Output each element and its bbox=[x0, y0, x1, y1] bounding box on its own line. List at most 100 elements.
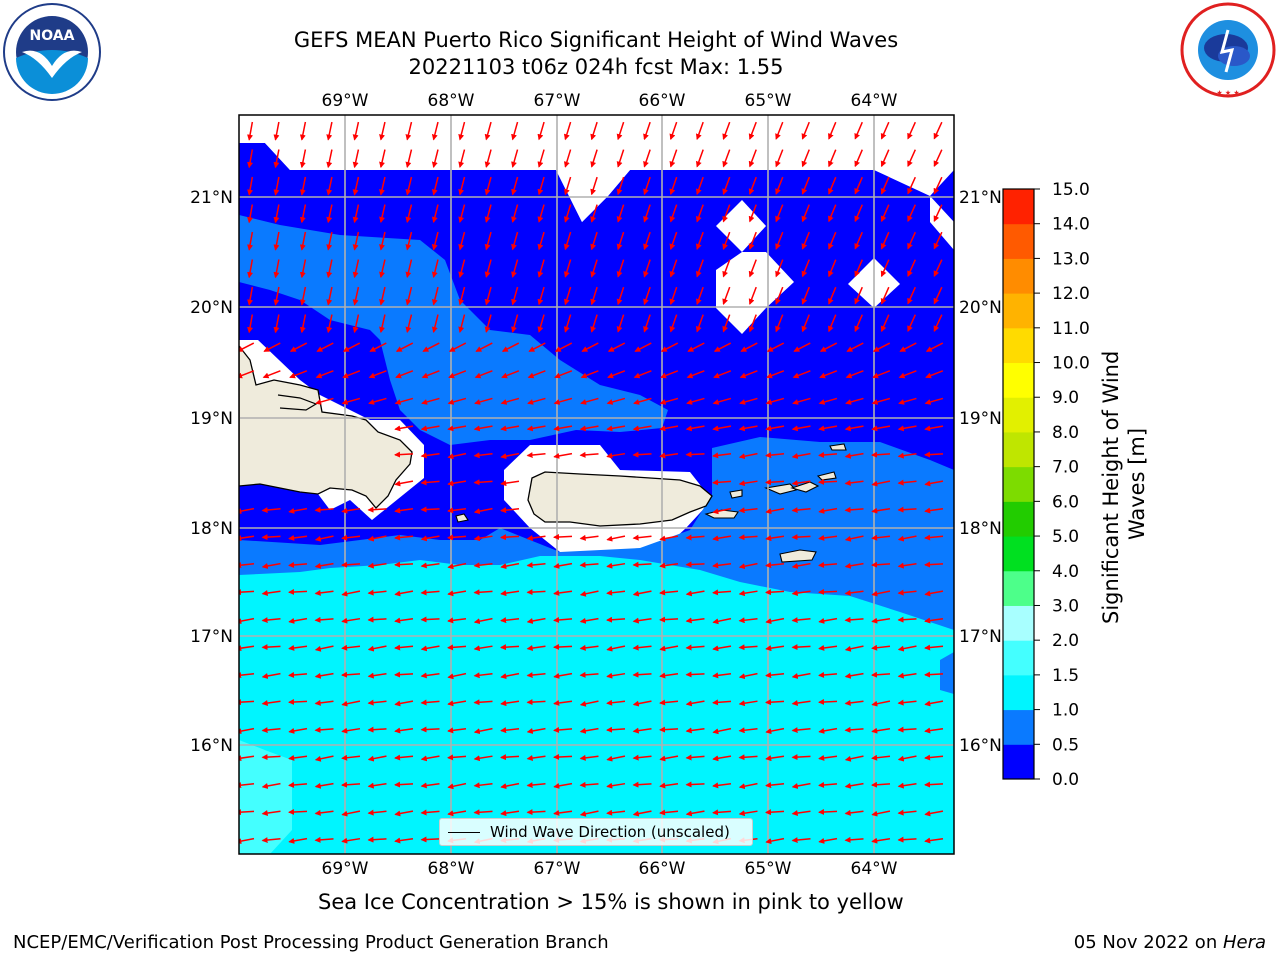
wind-wave-arrow bbox=[247, 121, 254, 141]
map-frame bbox=[238, 114, 955, 855]
wind-wave-arrow bbox=[473, 589, 493, 596]
wind-wave-arrow bbox=[712, 535, 732, 542]
wind-wave-arrow bbox=[261, 754, 281, 761]
wind-wave-arrow bbox=[526, 672, 546, 679]
wind-wave-arrow bbox=[695, 231, 704, 251]
colorbar-tick-label: 13.0 bbox=[1052, 249, 1090, 269]
wind-wave-arrow bbox=[473, 479, 493, 486]
wind-wave-arrow bbox=[484, 149, 492, 168]
wind-wave-arrow bbox=[579, 671, 599, 678]
wind-wave-arrow bbox=[828, 176, 837, 195]
wind-wave-arrow bbox=[925, 370, 944, 379]
wind-wave-arrow bbox=[352, 204, 360, 224]
wind-wave-arrow bbox=[686, 370, 705, 379]
wind-wave-arrow bbox=[528, 342, 546, 352]
wind-wave-arrow bbox=[526, 782, 546, 789]
colorbar-tick-label: 0.0 bbox=[1052, 770, 1079, 790]
wind-wave-arrow bbox=[314, 782, 334, 789]
colorbar-tick-label: 6.0 bbox=[1052, 492, 1079, 512]
wind-wave-arrow bbox=[239, 370, 255, 379]
wind-wave-arrow bbox=[273, 259, 280, 279]
wind-wave-arrow bbox=[791, 727, 811, 734]
wind-wave-arrow bbox=[484, 231, 492, 251]
wind-wave-arrow bbox=[632, 617, 652, 624]
wind-wave-arrow bbox=[880, 314, 890, 333]
wind-wave-arrow bbox=[367, 562, 387, 569]
wind-wave-arrow bbox=[405, 231, 413, 251]
wind-wave-arrow bbox=[579, 425, 599, 432]
wind-wave-arrow bbox=[263, 866, 281, 867]
wind-wave-arrow bbox=[844, 755, 864, 762]
lon-labels-bottom: 69°W 68°W 67°W 66°W 65°W 64°W bbox=[322, 859, 898, 879]
wind-wave-arrow bbox=[738, 480, 758, 487]
wind-wave-arrow bbox=[405, 121, 413, 141]
wind-wave-arrow bbox=[537, 204, 545, 223]
wind-wave-arrow bbox=[288, 507, 308, 514]
colorbar-segment bbox=[1003, 501, 1034, 537]
wind-wave-arrow bbox=[871, 534, 891, 541]
wind-wave-arrow bbox=[379, 286, 386, 306]
wind-wave-arrow bbox=[791, 590, 811, 597]
wind-wave-arrow bbox=[712, 617, 732, 625]
wind-wave-arrow bbox=[687, 342, 705, 352]
colorbar-frame bbox=[1002, 188, 1035, 780]
wind-wave-arrow bbox=[367, 755, 387, 762]
wind-wave-arrow bbox=[643, 286, 651, 306]
wind-wave-arrow bbox=[801, 149, 810, 168]
lon-labels-top: 69°W 68°W 67°W 66°W 65°W 64°W bbox=[322, 91, 898, 111]
wind-wave-arrow bbox=[748, 176, 757, 195]
wind-wave-arrow bbox=[844, 699, 864, 706]
wind-wave-arrow bbox=[871, 781, 891, 788]
wind-wave-arrow bbox=[405, 286, 413, 306]
wind-wave-arrow bbox=[616, 149, 625, 168]
wind-wave-arrow bbox=[871, 590, 891, 597]
wind-wave-arrow bbox=[273, 149, 280, 169]
wind-wave-arrow bbox=[352, 231, 360, 251]
wind-wave-arrow bbox=[554, 370, 573, 379]
lon-tick-top: 65°W bbox=[745, 91, 792, 111]
wind-wave-arrow bbox=[924, 590, 944, 597]
wind-wave-arrow bbox=[633, 370, 652, 379]
wind-wave-arrow bbox=[458, 176, 466, 196]
wind-wave-arrow bbox=[341, 727, 361, 734]
wind-wave-arrow bbox=[326, 149, 333, 169]
wind-wave-arrow bbox=[685, 617, 705, 624]
wind-wave-arrow bbox=[314, 672, 334, 679]
wind-wave-arrow bbox=[500, 452, 520, 460]
wind-wave-arrow bbox=[791, 507, 811, 514]
wind-wave-arrow bbox=[247, 204, 254, 224]
wind-wave-arrow bbox=[791, 700, 811, 707]
colorbar-segment bbox=[1003, 674, 1034, 711]
wind-wave-arrow bbox=[933, 259, 943, 277]
lat-tick-left: 17°N bbox=[190, 627, 233, 647]
colorbar-segment bbox=[1003, 536, 1034, 572]
wind-wave-arrow bbox=[632, 754, 652, 761]
wind-wave-arrow bbox=[405, 204, 413, 224]
wind-wave-arrow bbox=[828, 204, 837, 223]
wind-wave-arrow bbox=[553, 533, 573, 540]
wind-wave-arrow bbox=[871, 507, 891, 514]
wind-wave-arrow bbox=[713, 370, 732, 379]
wind-wave-arrow bbox=[473, 562, 493, 569]
wind-wave-arrow bbox=[748, 314, 757, 333]
wind-wave-arrow bbox=[500, 590, 520, 597]
wind-wave-arrow bbox=[659, 726, 679, 733]
wind-wave-arrow bbox=[247, 286, 254, 306]
wind-wave-arrow bbox=[367, 672, 387, 679]
wind-wave-arrow bbox=[712, 727, 732, 735]
wind-wave-arrow bbox=[801, 121, 810, 140]
wind-wave-arrow bbox=[288, 534, 308, 541]
wind-wave-arrow bbox=[897, 479, 917, 486]
wind-wave-arrow bbox=[263, 342, 281, 352]
wind-wave-arrow bbox=[394, 781, 414, 788]
lat-tick-right: 21°N bbox=[959, 188, 1002, 208]
wind-wave-arrow bbox=[775, 121, 784, 140]
wind-wave-arrow bbox=[447, 562, 467, 570]
wind-wave-arrow bbox=[695, 204, 704, 223]
wind-wave-arrow bbox=[341, 534, 361, 541]
wind-wave-arrow bbox=[553, 589, 573, 596]
colorbar-segment bbox=[1003, 397, 1034, 433]
wind-wave-arrow bbox=[924, 425, 944, 432]
wind-wave-arrow bbox=[379, 121, 386, 141]
wind-wave-arrow bbox=[712, 809, 732, 816]
